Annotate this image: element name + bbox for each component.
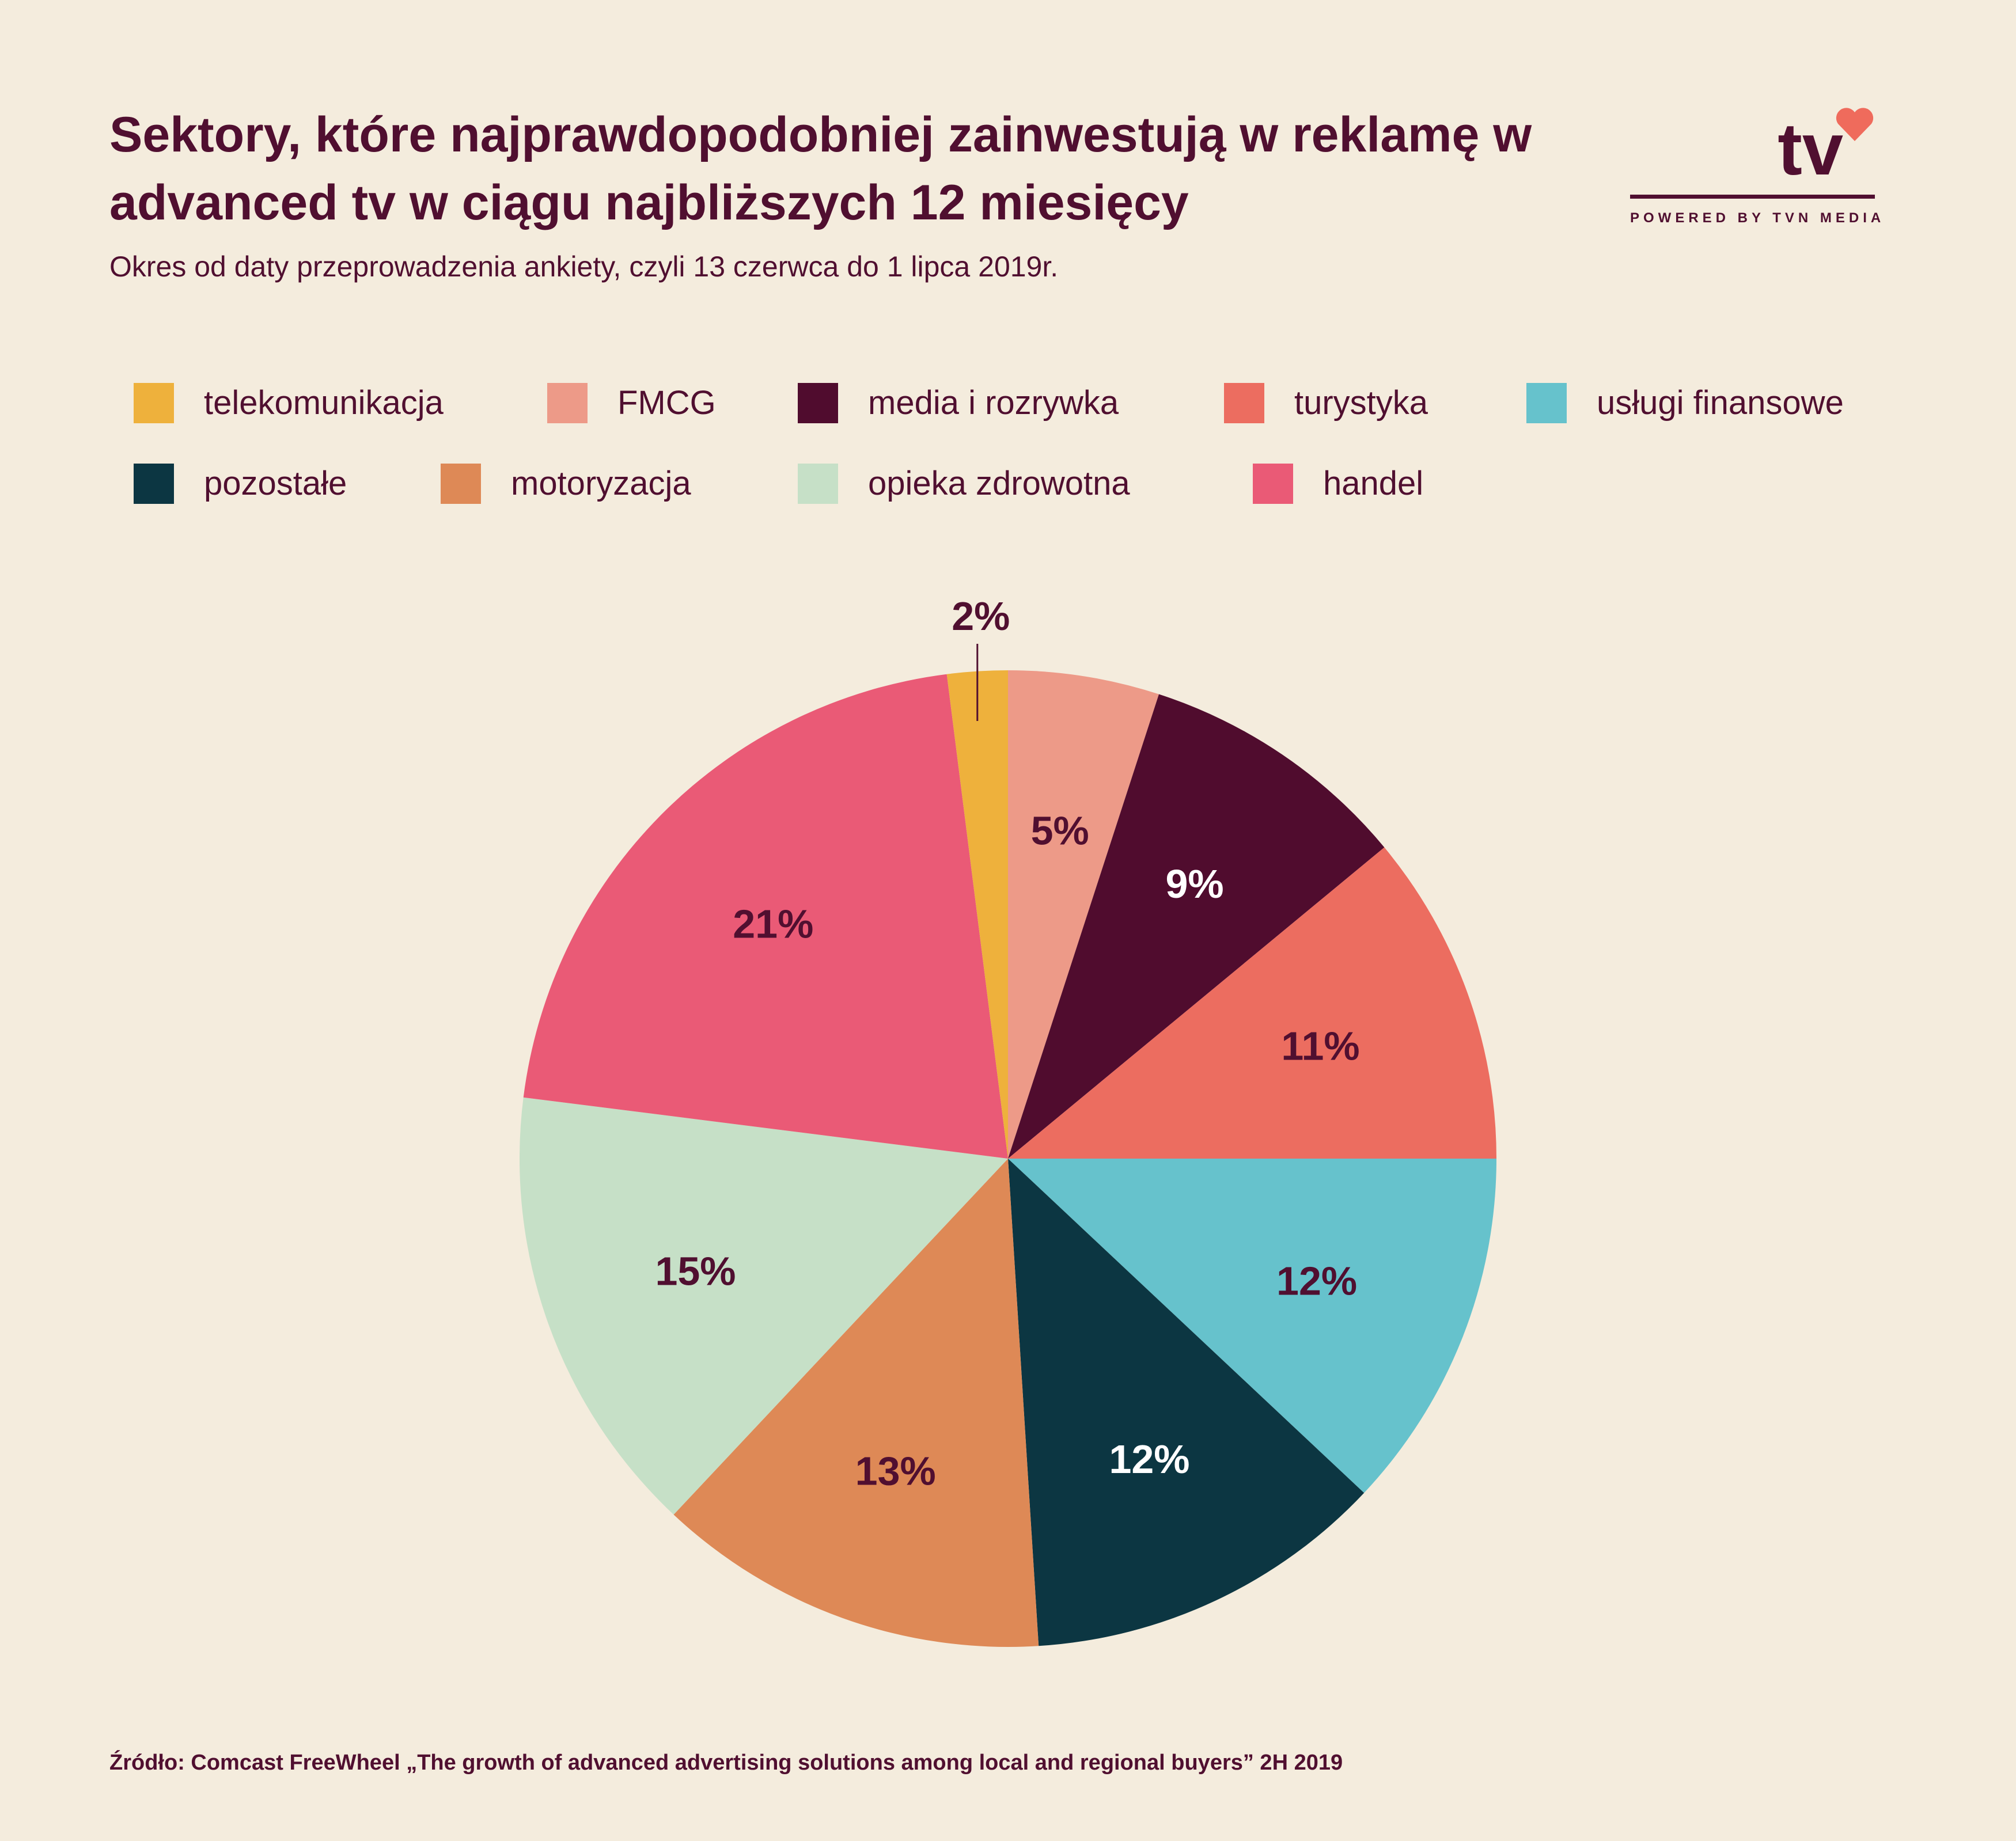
slice-label: 13% bbox=[855, 1449, 936, 1494]
legend-label: pozostałe bbox=[204, 465, 347, 502]
pie-slice bbox=[1008, 1159, 1496, 1493]
legend-swatch bbox=[134, 383, 174, 423]
legend-swatch bbox=[1526, 383, 1567, 423]
pie-slice bbox=[1008, 670, 1159, 1159]
slice-label: 11% bbox=[1281, 1024, 1359, 1069]
pie-slice bbox=[1008, 694, 1385, 1159]
slice-label: 2% bbox=[952, 594, 1010, 639]
source-note: Źródło: Comcast FreeWheel „The growth of… bbox=[109, 1751, 1343, 1775]
legend-label: media i rozrywka bbox=[868, 384, 1119, 422]
legend-swatch bbox=[798, 383, 838, 423]
legend-swatch bbox=[134, 464, 174, 504]
slice-label: 15% bbox=[655, 1248, 736, 1293]
legend-swatch bbox=[1224, 383, 1264, 423]
pie-slice bbox=[1008, 847, 1496, 1159]
slice-label: 9% bbox=[1166, 861, 1224, 906]
heart-icon bbox=[1836, 108, 1874, 141]
logo-text: tv bbox=[1778, 108, 1843, 191]
legend-label: motoryzacja bbox=[511, 465, 691, 502]
legend-swatch bbox=[441, 464, 481, 504]
pie-slice bbox=[946, 670, 1008, 1159]
slice-label: 12% bbox=[1276, 1258, 1357, 1303]
legend-swatch bbox=[547, 383, 588, 423]
legend-label: opieka zdrowotna bbox=[868, 465, 1130, 502]
legend-label: turystyka bbox=[1294, 384, 1428, 422]
slice-label: 21% bbox=[733, 901, 813, 946]
legend-label: telekomunikacja bbox=[204, 384, 444, 422]
pie-slice bbox=[1008, 1159, 1365, 1646]
logo-divider bbox=[1630, 195, 1875, 199]
legend-label: handel bbox=[1323, 465, 1424, 502]
chart-title: Sektory, które najprawdopodobniej zainwe… bbox=[109, 107, 1532, 230]
tvn-logo: tv POWERED BY TVN MEDIA bbox=[1630, 107, 1885, 239]
pie-slice bbox=[523, 674, 1008, 1159]
legend-label: FMCG bbox=[617, 384, 716, 422]
logo-tagline: POWERED BY TVN MEDIA bbox=[1630, 210, 1885, 226]
pie-slice bbox=[673, 1159, 1039, 1647]
legend-label: usługi finansowe bbox=[1597, 384, 1844, 422]
slice-label: 12% bbox=[1109, 1437, 1189, 1482]
pie-slice bbox=[520, 1097, 1008, 1515]
legend-swatch bbox=[798, 464, 838, 504]
slice-label: 5% bbox=[1031, 808, 1089, 853]
legend-swatch bbox=[1253, 464, 1293, 504]
chart-subtitle: Okres od daty przeprowadzenia ankiety, c… bbox=[109, 250, 1059, 283]
